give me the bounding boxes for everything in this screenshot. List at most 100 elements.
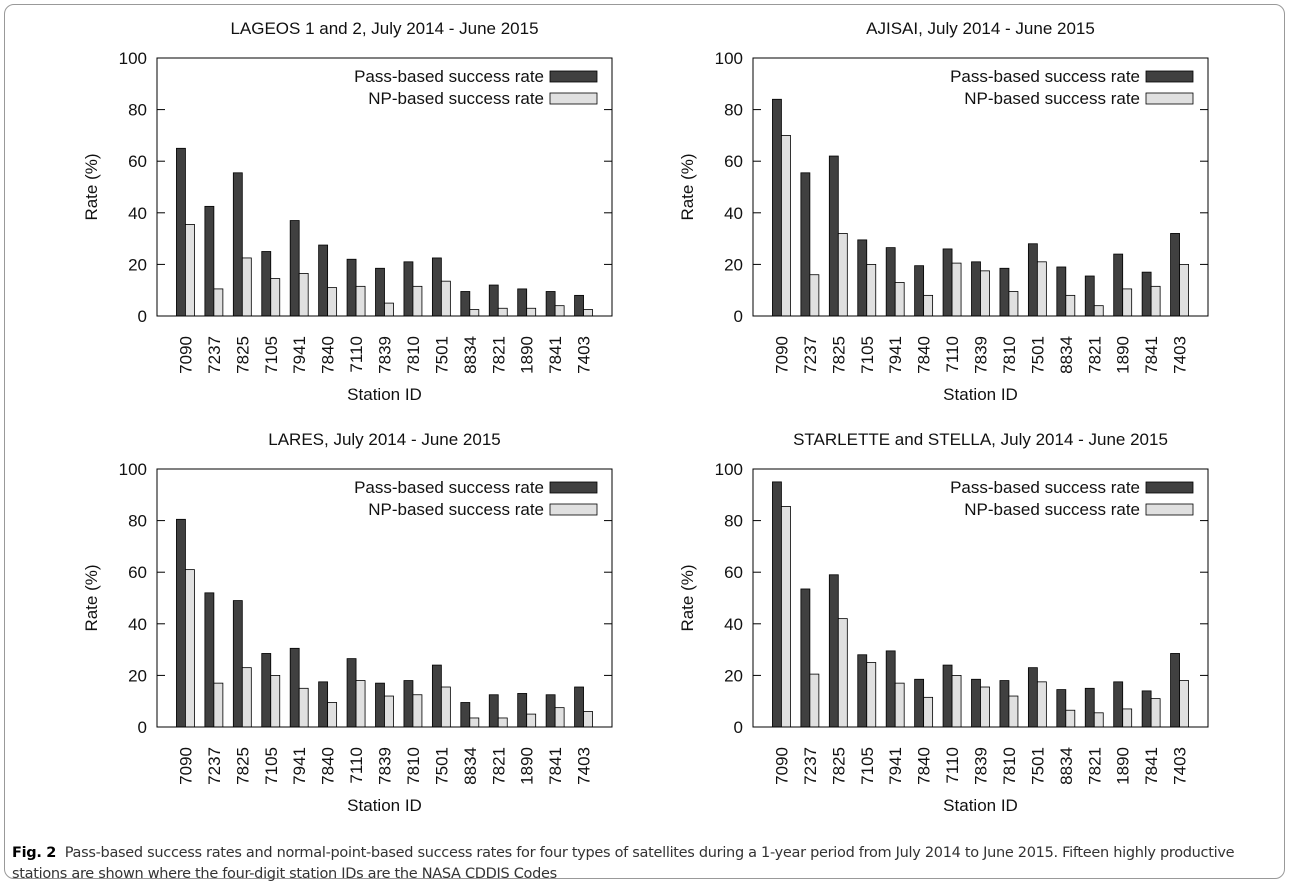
bar	[583, 711, 593, 728]
legend-swatch	[1145, 481, 1194, 494]
y-tick-label: 100	[715, 49, 743, 68]
bar	[412, 285, 423, 317]
x-tick-label: 7841	[546, 747, 565, 785]
bar	[403, 680, 414, 728]
bar	[176, 518, 186, 728]
x-tick-label: 7821	[489, 336, 508, 374]
x-tick-label: 7105	[262, 336, 281, 374]
x-tick-label: 7110	[347, 747, 366, 784]
x-axis-label: Station ID	[943, 796, 1018, 815]
bar	[1122, 708, 1133, 728]
bar	[951, 675, 962, 728]
x-tick-label: 7840	[915, 747, 934, 785]
bar	[1141, 690, 1152, 728]
x-tick-label: 7941	[886, 747, 905, 785]
x-tick-label: 7941	[290, 336, 309, 374]
bar	[1179, 680, 1189, 728]
legend-label: NP-based success rate	[964, 500, 1140, 519]
y-tick-label: 40	[128, 204, 147, 223]
bar	[1093, 712, 1104, 728]
bar	[488, 284, 499, 317]
bar	[1150, 285, 1161, 317]
x-tick-label: 7403	[1171, 336, 1190, 374]
x-tick-label: 7403	[575, 336, 594, 374]
bar	[837, 618, 848, 728]
bar	[1056, 689, 1067, 728]
x-tick-label: 7810	[404, 747, 423, 785]
bar	[781, 134, 791, 317]
bar	[1093, 305, 1104, 317]
bar	[403, 261, 414, 317]
y-tick-label: 100	[119, 49, 147, 68]
x-tick-label: 7501	[1028, 336, 1047, 374]
bar	[375, 267, 385, 317]
bar	[185, 569, 195, 728]
bar	[204, 205, 215, 317]
bar	[318, 244, 329, 317]
x-tick-label: 1890	[518, 747, 537, 785]
bar	[1170, 653, 1180, 728]
x-tick-label: 7840	[319, 747, 338, 785]
bar	[971, 678, 981, 728]
y-tick-label: 60	[724, 563, 743, 582]
y-tick-label: 80	[724, 101, 743, 120]
x-tick-label: 7941	[886, 336, 905, 374]
bar	[318, 681, 329, 728]
legend-swatch	[1145, 503, 1194, 516]
bar	[999, 680, 1010, 728]
bar	[488, 694, 499, 728]
bar	[431, 257, 442, 317]
bar	[232, 172, 243, 317]
x-tick-label: 7810	[1000, 336, 1019, 374]
bar	[914, 678, 925, 728]
plot-frame	[752, 57, 1209, 317]
plot-frame	[156, 57, 613, 317]
y-tick-label: 80	[128, 512, 147, 531]
legend-label: Pass-based success rate	[950, 478, 1140, 497]
x-tick-label: 8834	[461, 747, 480, 785]
x-tick-label: 1890	[518, 336, 537, 374]
x-tick-label: 7403	[1171, 747, 1190, 785]
x-tick-label: 7841	[1142, 747, 1161, 785]
y-tick-label: 0	[138, 307, 147, 326]
bar	[914, 265, 925, 317]
bar	[857, 654, 868, 728]
bar	[1179, 263, 1189, 317]
x-tick-label: 7825	[233, 747, 252, 785]
x-tick-label: 7841	[1142, 336, 1161, 374]
bar	[1170, 233, 1180, 317]
caption-label: Fig. 2	[12, 845, 57, 861]
bar	[298, 687, 309, 728]
legend-label: NP-based success rate	[368, 500, 544, 519]
x-tick-label: 7110	[347, 336, 366, 373]
bar	[772, 98, 782, 317]
x-tick-label: 7403	[575, 747, 594, 785]
bar	[574, 686, 584, 728]
bar	[298, 273, 309, 317]
bar	[828, 574, 839, 728]
x-tick-label: 7105	[858, 336, 877, 374]
x-tick-label: 8834	[1057, 336, 1076, 374]
bar	[497, 717, 508, 728]
bar	[1008, 291, 1019, 317]
bar	[1008, 695, 1019, 728]
y-tick-label: 20	[128, 666, 147, 685]
x-tick-label: 7841	[546, 336, 565, 374]
figure-frame	[4, 4, 1285, 879]
bar	[346, 258, 357, 317]
bar	[545, 291, 556, 317]
x-tick-label: 7501	[432, 336, 451, 374]
bar	[375, 682, 385, 728]
y-tick-label: 60	[128, 152, 147, 171]
caption-text: Pass-based success rates and normal-poin…	[12, 845, 1235, 882]
bar	[942, 248, 953, 317]
bar	[289, 220, 300, 317]
bar	[355, 285, 366, 317]
bar	[270, 278, 281, 317]
bar	[885, 650, 896, 728]
bar	[327, 702, 338, 728]
bar	[440, 686, 451, 728]
y-tick-label: 40	[724, 204, 743, 223]
legend-swatch	[1145, 92, 1194, 105]
x-axis-label: Station ID	[347, 385, 422, 404]
